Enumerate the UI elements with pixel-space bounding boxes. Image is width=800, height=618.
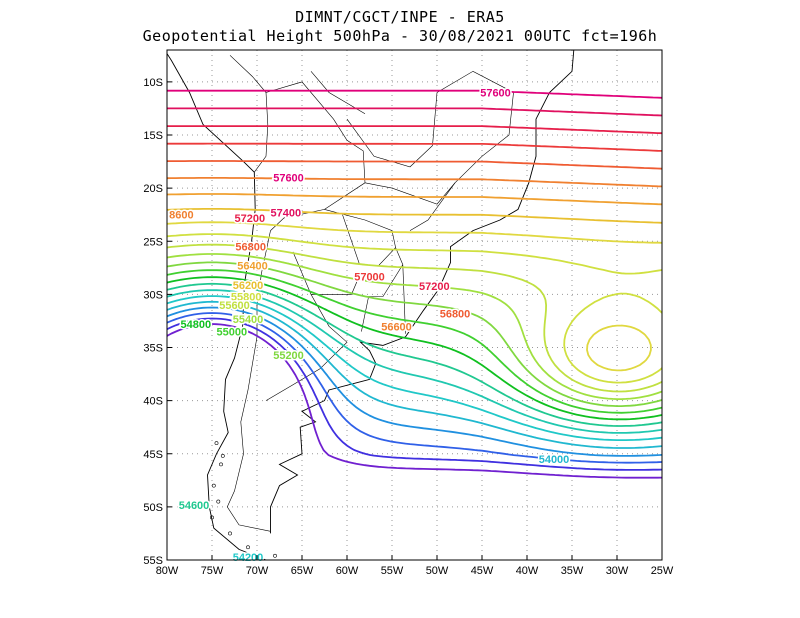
- coastal-island: [228, 531, 232, 536]
- contour-label: 56600: [381, 321, 412, 333]
- contour-label: 55600: [219, 300, 250, 312]
- political-border: [361, 247, 404, 332]
- contour-line-55400: [167, 253, 662, 400]
- contour-label: 54200: [233, 552, 264, 564]
- coastal-island: [216, 499, 221, 504]
- contour-label: 54000: [539, 454, 570, 466]
- plot-frame: [166, 49, 663, 561]
- contour-line-57600: [167, 89, 662, 99]
- political-border: [402, 264, 406, 334]
- lon-tick-label: 65W: [291, 565, 314, 577]
- coastal-island: [210, 515, 214, 520]
- lat-tick-label: 25S: [143, 236, 163, 248]
- coastal-island: [273, 553, 277, 558]
- contour-line-55000: [167, 269, 662, 414]
- political-border: [409, 182, 456, 231]
- political-border: [226, 230, 271, 532]
- coastline: [167, 50, 575, 560]
- contour-label: 8600: [169, 210, 193, 222]
- contour-line-53600: [167, 312, 662, 464]
- lat-tick-label: 40S: [143, 396, 163, 408]
- contour-line-55200: [167, 261, 662, 407]
- contour-label: 57600: [273, 173, 304, 185]
- contour-line-55600: [167, 243, 662, 393]
- contour-label: 57600: [480, 88, 511, 100]
- contour-line-56600: [167, 177, 662, 188]
- contour-label: 57200: [235, 213, 266, 225]
- contour-line-53400: [167, 317, 662, 471]
- lat-tick-label: 15S: [143, 130, 163, 142]
- political-border: [310, 71, 366, 115]
- contour-lines: [167, 89, 662, 479]
- political-border: [265, 81, 366, 231]
- contour-label: 57200: [419, 281, 450, 293]
- contour-line-54200: [167, 295, 662, 441]
- contour-label: 55800: [231, 292, 262, 304]
- lon-tick-label: 55W: [381, 565, 404, 577]
- contour-line-56200: [167, 208, 662, 224]
- contour-line-54400: [167, 289, 662, 434]
- contour-line-53800: [167, 306, 662, 457]
- lon-tick-label: 80W: [156, 565, 179, 577]
- contour-line-56400: [167, 193, 662, 206]
- contour-line-53200: [167, 323, 662, 479]
- contour-label: 55400: [233, 314, 264, 326]
- title-line-2: Geopotential Height 500hPa - 30/08/2021 …: [142, 27, 658, 45]
- contour-line-54000: [167, 300, 662, 449]
- east-coastline: [270, 50, 575, 534]
- lon-tick-label: 35W: [561, 565, 584, 577]
- lon-tick-label: 30W: [606, 565, 629, 577]
- contour-label: 56400: [237, 261, 268, 273]
- lon-tick-label: 25W: [651, 565, 674, 577]
- lat-tick-label: 50S: [143, 502, 163, 514]
- lon-tick-label: 75W: [201, 565, 224, 577]
- contour-line-54800: [167, 276, 662, 421]
- contour-label: 54600: [179, 500, 210, 512]
- axis-ticks: 80W 75W 70W 65W 60W 55W 50W 45W 40W 35W 30W 25W 10S 1…: [143, 77, 674, 577]
- lat-tick-label: 45S: [143, 449, 163, 461]
- contour-labels: 5760057600574005720086005680056400562005…: [168, 86, 571, 565]
- contour-label: 54800: [181, 319, 212, 331]
- lon-tick-label: 40W: [516, 565, 539, 577]
- lat-tick-label: 30S: [143, 289, 163, 301]
- contour-label: 55000: [217, 327, 248, 339]
- west-coastline: [167, 52, 289, 560]
- contour-label: 55200: [273, 350, 304, 362]
- title-line-1: DIMNT/CGCT/INPE - ERA5: [295, 8, 505, 26]
- lon-tick-label: 60W: [336, 565, 359, 577]
- contour-label: 56800: [235, 242, 266, 254]
- coastal-island: [220, 453, 225, 458]
- lon-tick-label: 70W: [246, 565, 269, 577]
- lon-tick-label: 45W: [471, 565, 494, 577]
- contour-line-56000: [167, 221, 662, 372]
- coastal-island: [214, 441, 219, 446]
- lat-tick-label: 55S: [143, 555, 163, 567]
- lon-tick-label: 50W: [426, 565, 449, 577]
- coastal-island: [219, 462, 223, 467]
- coastal-island: [246, 545, 250, 550]
- contour-line-57200: [167, 125, 662, 135]
- political-border: [324, 209, 396, 267]
- contour-line-57000: [167, 142, 662, 152]
- lat-tick-label: 20S: [143, 183, 163, 195]
- contour-line-56800: [167, 160, 662, 170]
- contour-line-55800: [167, 233, 662, 384]
- contour-line-54600: [167, 282, 662, 427]
- coastal-island: [211, 483, 216, 488]
- contour-label: 57400: [271, 208, 302, 220]
- contour-label: 57000: [354, 271, 385, 283]
- contour-label: 56800: [440, 309, 471, 321]
- lat-tick-label: 10S: [143, 77, 163, 89]
- contour-label: 56200: [233, 280, 264, 292]
- lat-tick-label: 35S: [143, 343, 163, 355]
- contour-line-57400: [167, 107, 662, 117]
- political-border: [364, 70, 514, 205]
